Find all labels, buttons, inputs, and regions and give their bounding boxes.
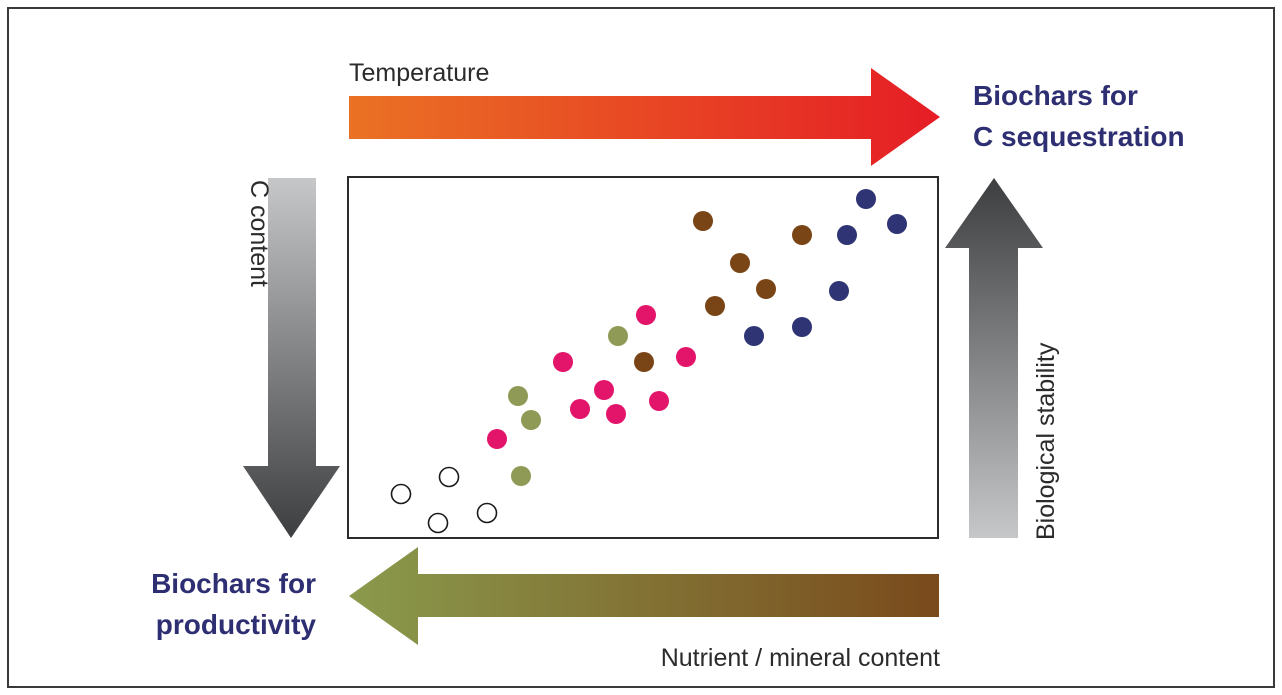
point-navy-25 [837,225,857,245]
point-brown-19 [730,253,750,273]
point-green-5 [521,410,541,430]
point-brown-18 [756,279,776,299]
point-pink-10 [570,399,590,419]
data-points [390,189,907,534]
sequestration-title-line1: Biochars for [973,80,1138,111]
point-navy-23 [792,317,812,337]
productivity-title-line1: Biochars for [151,568,316,599]
point-pink-9 [553,352,573,372]
point-open-0 [390,483,412,505]
point-navy-22 [744,326,764,346]
c-content-arrow [243,178,340,538]
c-content-label: C content [245,180,273,287]
point-pink-13 [649,391,669,411]
temperature-label: Temperature [349,59,489,87]
point-brown-20 [693,211,713,231]
point-open-1 [438,466,460,488]
point-pink-15 [636,305,656,325]
point-pink-8 [487,429,507,449]
point-pink-14 [676,347,696,367]
point-green-6 [508,386,528,406]
point-pink-11 [594,380,614,400]
point-brown-21 [792,225,812,245]
point-open-3 [476,502,498,524]
nutrient-label: Nutrient / mineral content [661,644,940,672]
point-brown-17 [705,296,725,316]
productivity-title-line2: productivity [156,609,317,640]
biological-stability-label: Biological stability [1032,342,1060,540]
temperature-arrow [349,68,940,166]
point-pink-12 [606,404,626,424]
biological-stability-arrow [945,178,1043,538]
point-open-2 [427,512,449,534]
point-green-4 [511,466,531,486]
point-navy-26 [856,189,876,209]
nutrient-arrow [349,547,939,645]
point-brown-16 [634,352,654,372]
point-navy-24 [829,281,849,301]
sequestration-title-line2: C sequestration [973,121,1185,152]
point-green-7 [608,326,628,346]
point-navy-27 [887,214,907,234]
